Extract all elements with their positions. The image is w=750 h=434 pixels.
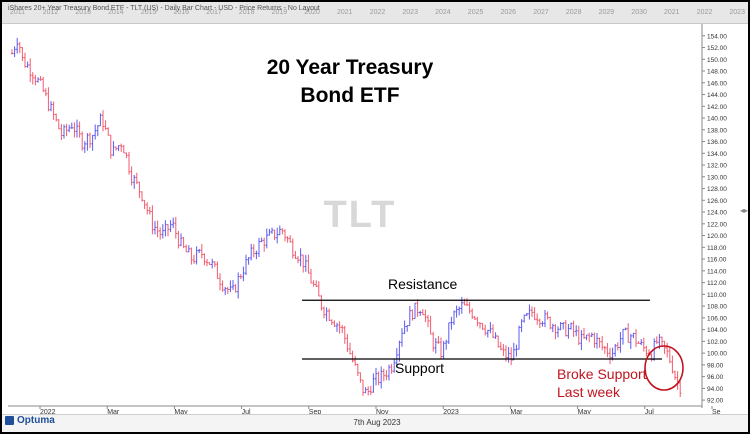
y-tick-label: 106.00 xyxy=(707,315,727,322)
y-tick-label: 98.00 xyxy=(707,362,724,369)
optuma-logo-text: Optuma xyxy=(17,415,55,426)
timeline-year[interactable]: 2029 xyxy=(598,9,615,16)
y-tick-label: 132.00 xyxy=(707,163,727,170)
timeline-year[interactable]: 2015 xyxy=(140,9,157,16)
y-tick-label: 108.00 xyxy=(707,304,727,311)
y-tick-label: 150.00 xyxy=(707,57,727,64)
x-tick-label: May xyxy=(578,409,592,416)
ticker-watermark: TLT xyxy=(323,194,397,236)
timeline-year[interactable]: 2021 xyxy=(337,9,353,16)
timeline-year[interactable]: 2024 xyxy=(435,9,451,16)
y-tick-label: 126.00 xyxy=(707,198,727,205)
y-tick-label: 128.00 xyxy=(707,186,727,193)
y-tick-label: 148.00 xyxy=(707,69,727,76)
y-tick-label: 146.00 xyxy=(707,80,727,87)
y-tick-label: 142.00 xyxy=(707,104,727,111)
y-tick-label: 140.00 xyxy=(707,116,727,123)
chart-header-title: iShares 20+ Year Treasury Bond ETF - TLT… xyxy=(8,5,320,12)
y-tick-label: 100.00 xyxy=(707,351,727,358)
timeline-year[interactable]: 2020 xyxy=(304,9,320,16)
y-tick-label: 122.00 xyxy=(707,221,727,228)
timeline-year[interactable]: 2013 xyxy=(75,9,91,16)
x-tick-label: Mar xyxy=(510,409,523,416)
timeline-bar[interactable]: 2011 2012 2013 2014 2015 2016 2017 2018 2019 2020… xyxy=(2,2,748,24)
y-tick-label: 96.00 xyxy=(707,374,724,381)
x-tick-label: Mar xyxy=(107,409,120,416)
timeline-year[interactable]: 2021 xyxy=(664,9,680,16)
y-tick-label: 144.00 xyxy=(707,92,727,99)
broke-support-label-2: Last week xyxy=(557,384,621,400)
footer-bar xyxy=(2,414,748,432)
resistance-label: Resistance xyxy=(388,276,458,292)
support-label: Support xyxy=(395,360,445,376)
timeline-year[interactable]: 2025 xyxy=(467,9,484,16)
timeline-year[interactable]: 2014 xyxy=(108,9,124,16)
y-tick-label: 114.00 xyxy=(707,268,727,275)
timeline-year[interactable]: 2027 xyxy=(533,9,549,16)
x-tick-label: May xyxy=(174,409,188,416)
timeline-year[interactable]: 2028 xyxy=(565,9,582,16)
timeline-year[interactable]: 2019 xyxy=(271,9,288,16)
y-tick-label: 120.00 xyxy=(707,233,727,240)
broke-support-label-1: Broke Support xyxy=(557,366,647,382)
timeline-year[interactable]: 2023 xyxy=(729,9,745,16)
y-tick-label: 152.00 xyxy=(707,45,727,52)
y-tick-label: 136.00 xyxy=(707,139,727,146)
x-tick-label: Sep xyxy=(309,409,322,416)
y-tick-label: 118.00 xyxy=(707,245,727,252)
breakdown-circle xyxy=(644,345,684,391)
y-tick-label: 116.00 xyxy=(707,257,727,264)
y-tick-label: 124.00 xyxy=(707,210,727,217)
timeline-year[interactable]: 2018 xyxy=(238,9,255,16)
scroll-right-icon[interactable]: ◂▸ xyxy=(739,206,748,215)
timeline-year[interactable]: 2017 xyxy=(206,9,222,16)
x-tick-label: 2023 xyxy=(443,409,459,416)
y-tick-label: 138.00 xyxy=(707,127,727,134)
timeline-year[interactable]: 2011 xyxy=(10,9,26,16)
y-tick-label: 94.00 xyxy=(707,386,724,393)
y-tick-label: 110.00 xyxy=(707,292,727,299)
timeline-year[interactable]: 2030 xyxy=(631,9,647,16)
y-tick-label: 92.00 xyxy=(707,398,724,405)
optuma-logo-icon xyxy=(5,416,14,425)
timeline-year[interactable]: 2016 xyxy=(173,9,190,16)
current-date-label: 7th Aug 2023 xyxy=(353,418,401,427)
timeline-year[interactable]: 2012 xyxy=(42,9,59,16)
optuma-logo: Optuma xyxy=(5,415,55,426)
y-tick-label: 154.00 xyxy=(707,33,727,40)
y-tick-label: 102.00 xyxy=(707,339,727,346)
y-tick-label: 104.00 xyxy=(707,327,727,334)
timeline-year[interactable]: 2022 xyxy=(696,9,713,16)
x-tick-label: Jul xyxy=(242,409,251,416)
x-tick-label: Jul xyxy=(645,409,654,416)
timeline-year[interactable]: 2022 xyxy=(369,9,386,16)
chart-title: 20 Year Treasury Bond ETF xyxy=(266,56,434,107)
y-tick-label: 134.00 xyxy=(707,151,727,158)
x-tick-label: Se xyxy=(712,409,721,416)
y-tick-label: 130.00 xyxy=(707,174,727,181)
x-tick-label: Nov xyxy=(376,409,389,416)
timeline-year[interactable]: 2026 xyxy=(500,9,517,16)
timeline-year[interactable]: 2023 xyxy=(402,9,418,16)
y-tick-label: 112.00 xyxy=(707,280,727,287)
x-tick-label: 2022 xyxy=(40,409,56,416)
